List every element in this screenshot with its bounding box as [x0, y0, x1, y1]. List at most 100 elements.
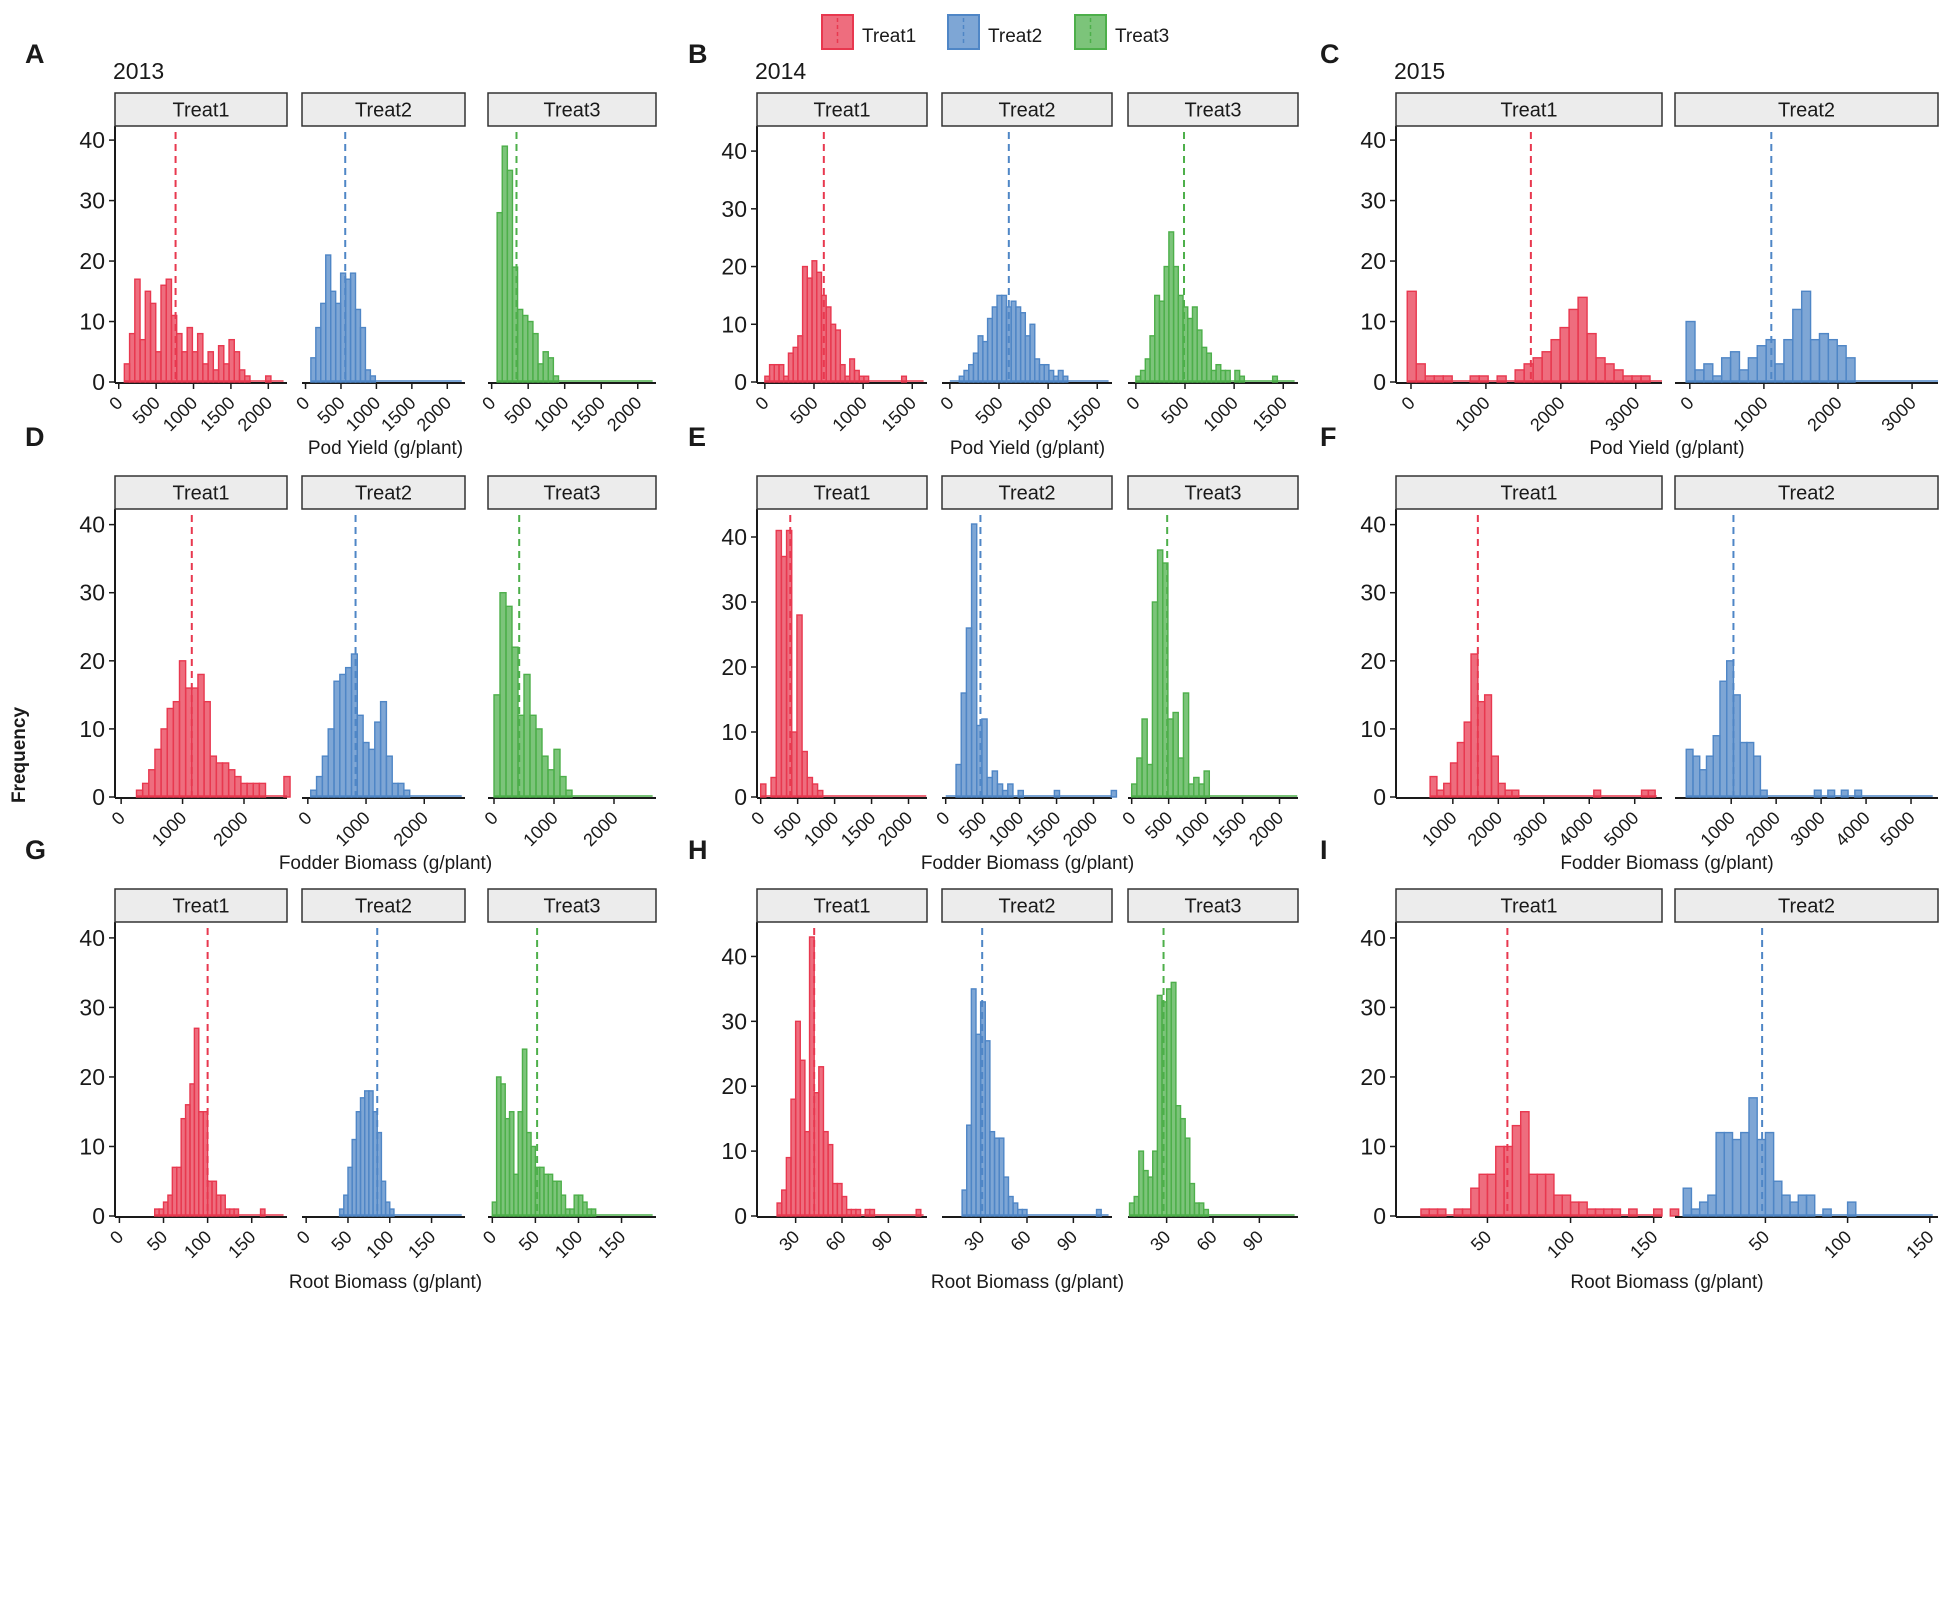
- hist-bar: [1110, 789, 1118, 798]
- hist-bar: [315, 775, 324, 798]
- hist-bar: [991, 770, 999, 798]
- hist-bar: [264, 375, 272, 383]
- hist-bar: [1514, 369, 1525, 383]
- x-tick-label: 1000: [1729, 393, 1771, 435]
- hist-bar: [1052, 375, 1060, 383]
- hist-bar: [1220, 369, 1227, 383]
- hist-bar: [1196, 329, 1203, 383]
- x-tick-label: 1000: [828, 393, 870, 435]
- panel-letter-F: F: [1320, 422, 1337, 452]
- hist-bar: [759, 783, 767, 798]
- y-tick-label: 30: [79, 188, 105, 214]
- hist-bar: [321, 755, 329, 798]
- hist-bar: [1001, 789, 1009, 798]
- hist-bar: [330, 290, 337, 383]
- hist-bar: [1449, 762, 1459, 798]
- hist-bar: [1456, 741, 1465, 798]
- hist-bar: [1007, 783, 1014, 798]
- hist-bar: [191, 351, 199, 383]
- panel-letter-H: H: [688, 835, 708, 865]
- facet-strip-label: Treat3: [543, 483, 600, 505]
- y-tick-label: 0: [1373, 369, 1386, 395]
- y-tick-label: 0: [1373, 784, 1386, 810]
- hist-bar: [783, 375, 790, 383]
- hist-bar: [1797, 1194, 1808, 1217]
- x-tick-label: 4000: [1831, 808, 1873, 850]
- x-tick-label: 1500: [1022, 808, 1064, 850]
- hist-bar: [166, 707, 175, 798]
- hist-bar: [505, 605, 513, 798]
- hist-bar: [1182, 692, 1190, 798]
- hist-bar: [1712, 735, 1721, 798]
- hist-bar: [1057, 369, 1064, 383]
- hist-bar: [1034, 358, 1041, 383]
- y-tick-label: 30: [1360, 188, 1386, 214]
- hist-bar: [780, 555, 788, 798]
- hist-bar: [849, 358, 856, 383]
- y-tick-label: 40: [721, 943, 747, 969]
- hist-bar: [532, 332, 539, 383]
- hist-bar: [1470, 653, 1479, 798]
- hist-bar: [1015, 306, 1022, 383]
- x-tick-label: 1500: [878, 393, 920, 435]
- hist-bar: [1189, 1182, 1196, 1217]
- x-axis-label: Root Biomass (g/plant): [931, 1272, 1124, 1293]
- facet-strip-label: Treat3: [543, 100, 600, 122]
- hist-bar: [1822, 1208, 1832, 1217]
- x-tick-label: 0: [478, 393, 499, 414]
- hist-bar: [1719, 680, 1728, 798]
- y-tick-label: 10: [1360, 309, 1386, 335]
- hist-bar: [1187, 783, 1195, 798]
- hist-bar: [1135, 375, 1142, 383]
- hist-bar: [1154, 294, 1161, 383]
- hist-bar: [1433, 375, 1444, 383]
- hist-bar: [135, 789, 144, 798]
- hist-bar: [1739, 741, 1748, 798]
- facet-strip: [1674, 475, 1939, 510]
- x-tick-label: 30: [1146, 1227, 1174, 1255]
- y-tick-label: 10: [1360, 1133, 1386, 1159]
- y-tick-label: 10: [79, 309, 105, 335]
- hist-bar: [1163, 265, 1170, 383]
- facet-strip-label: Treat1: [1500, 100, 1557, 122]
- y-tick-label: 10: [721, 719, 747, 745]
- hist-bar: [915, 1208, 922, 1217]
- hist-bar: [1772, 1180, 1783, 1217]
- x-tick-label: 5000: [1600, 808, 1642, 850]
- hist-bar: [1748, 1097, 1758, 1217]
- facet-strip: [1674, 92, 1939, 127]
- x-tick-label: 2000: [209, 808, 251, 850]
- hist-bar: [1611, 1208, 1622, 1217]
- y-tick-label: 30: [79, 580, 105, 606]
- hist-bar: [1827, 338, 1838, 383]
- facet-strip: [301, 92, 466, 127]
- y-tick-label: 20: [1360, 248, 1386, 274]
- hist-bar: [1840, 789, 1849, 798]
- hist-bar: [1428, 1208, 1439, 1217]
- hist-bar: [1628, 1208, 1638, 1217]
- hist-bar: [1477, 700, 1486, 798]
- facet-strip: [941, 92, 1113, 127]
- hist-bar: [1553, 1194, 1563, 1217]
- hist-bar: [1168, 231, 1175, 383]
- hist-bar: [1726, 660, 1735, 798]
- facet-strip: [1127, 475, 1299, 510]
- x-tick-label: 0: [936, 393, 957, 414]
- facet-strip: [114, 92, 288, 127]
- hist-bar: [283, 775, 291, 798]
- y-tick-label: 40: [79, 925, 105, 951]
- hist-bar: [389, 1208, 395, 1217]
- hist-bar: [801, 750, 808, 798]
- hist-bar: [1215, 363, 1222, 383]
- hist-bar: [1595, 357, 1606, 383]
- x-tick-label: 0: [747, 808, 768, 829]
- hist-bar: [1532, 357, 1543, 383]
- hist-bar: [1149, 335, 1156, 383]
- hist-bar: [310, 789, 318, 798]
- hist-bar: [1463, 721, 1472, 798]
- hist-bar: [1139, 369, 1146, 383]
- x-tick-label: 1500: [1249, 393, 1291, 435]
- hist-bar: [1836, 345, 1847, 383]
- x-tick-label: 150: [404, 1227, 439, 1262]
- panel-letter-E: E: [688, 422, 706, 452]
